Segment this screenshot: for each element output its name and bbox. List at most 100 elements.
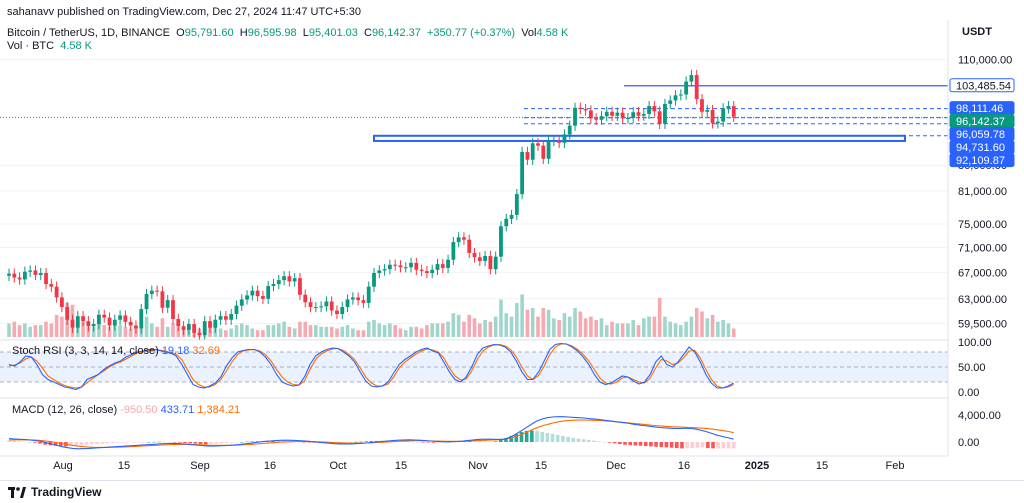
macd-histogram-bar [276,440,280,442]
tradingview-logo[interactable]: TradingView [8,485,101,499]
macd-histogram-bar [183,442,187,444]
volume-bar [668,321,673,337]
volume-bar [86,326,91,337]
volume-bar [393,325,397,337]
volume-bar [684,321,688,337]
macd-histogram-bar [27,442,32,443]
volume-bars [7,294,736,337]
candle-body [144,294,149,310]
volume-bar [451,313,456,337]
macd-title[interactable]: MACD (12, 26, close) [12,404,118,416]
candle-body [451,242,456,260]
macd-histogram-bar [581,439,586,442]
candle-body [525,151,530,160]
volume-bar [97,321,101,337]
volume-bar [314,325,318,337]
volume-bar [419,328,424,337]
candle-body [181,326,186,330]
macd-histogram-bar [576,438,581,442]
candle-body [467,239,472,253]
macd-histogram-bar [643,442,648,447]
volume-bar [91,326,96,337]
macd-histogram-bar [711,442,715,449]
volume-bar [620,323,625,337]
candle-body [149,290,154,295]
volume-bar [49,323,54,337]
stoch-rsi-legend: Stoch RSI (3, 3, 14, 14, close) 19.18 32… [12,345,220,357]
volume-bar [462,321,466,337]
candle-body [583,109,588,111]
volume-bar [472,318,477,337]
candle-body [7,273,11,276]
candle-body [282,276,286,281]
currency-unit-button[interactable]: USDT [962,26,992,38]
volume-indicator-label[interactable]: Vol · BTC [7,40,55,52]
candle-body [356,297,361,301]
candle-body [551,140,556,142]
price-tick-label: 81,000.00 [958,186,1007,198]
candle-body [255,290,260,297]
macd-histogram-bar [364,441,368,442]
volume-bar [356,330,360,337]
symbol-title[interactable]: Bitcoin / TetherUS, 1D, BINANCE [7,27,171,39]
candle-body [17,277,22,280]
candle-body [139,309,144,329]
time-tick-label: Nov [468,460,488,472]
macd-histogram-bar [416,442,420,443]
volume-bar [536,316,540,337]
volume-bar [515,303,519,337]
candle-body [477,257,482,261]
candle-body [335,310,339,315]
stoch-k-value: 19.18 [161,345,190,357]
macd-histogram-bar [695,442,700,448]
chart-canvas[interactable]: 110,000.0086,000.0081,000.0075,000.0071,… [0,0,1024,480]
volume-bar [615,323,620,337]
candle-body [567,125,572,135]
candle-body [123,315,128,322]
macd-histogram-bar [731,442,736,449]
volume-bar [504,313,509,337]
macd-histogram-bar [410,441,415,443]
macd-histogram-bar [488,441,493,443]
macd-histogram-bar [240,442,244,443]
macd-histogram-bar [69,442,73,446]
candle-body [192,324,197,333]
time-tick-label: 16 [264,460,276,472]
grid-lines [0,59,948,324]
macd-histogram-bar [22,441,27,443]
volume-bar [642,318,646,337]
macd-line [8,416,734,450]
volume-bar [245,325,249,337]
candle-body [271,284,276,287]
macd-histogram-bar [535,430,539,442]
macd-histogram-bar [146,442,151,443]
volume-bar [255,330,260,337]
candle-body [160,291,165,308]
time-tick-label: 16 [678,460,690,472]
macd-histogram-bar [659,442,664,448]
candle-body [171,300,175,320]
macd-histogram-bar [483,441,488,442]
macd-histogram-bar [38,442,42,444]
candle-body [398,265,403,268]
volume-bar [456,314,461,337]
price-label-box [949,78,1015,93]
macd-histogram-bar [555,434,560,442]
stoch-rsi-title[interactable]: Stoch RSI (3, 3, 14, 14, close) [12,345,159,357]
macd-tick-label: 4,000.00 [958,410,1001,422]
price-tick-label: 75,000.00 [958,219,1007,231]
candle-body [663,103,667,124]
time-tick-label: 15 [118,460,130,472]
candle-body [615,112,620,116]
chart-overlays [0,85,948,142]
candle-body [202,321,207,336]
macd-histogram-bar [338,442,343,443]
candle-body [197,332,202,336]
volume-bar [663,316,667,337]
candle-body [435,264,440,270]
candle-body [319,306,324,308]
candle-body [689,75,694,82]
macd-histogram-bar [131,442,136,443]
macd-histogram-bar [245,441,249,443]
price-label-box [949,153,1015,168]
